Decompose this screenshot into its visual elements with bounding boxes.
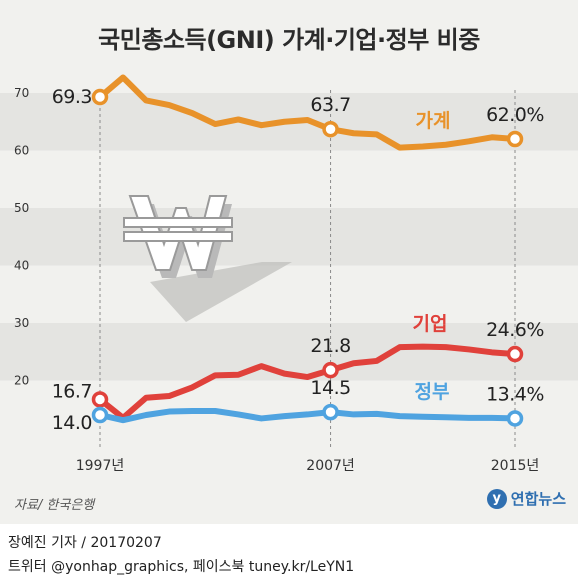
x-tick-label: 2007년 [306,458,355,474]
y-tick-label: 30 [14,316,29,330]
data-label: 69.3 [52,86,92,108]
series-name-label: 기업 [413,313,448,335]
data-label: 21.8 [310,335,350,357]
data-point [322,361,339,379]
data-label: 62.0% [486,104,544,126]
data-point [322,403,339,421]
x-tick-label: 1997년 [76,458,125,474]
y-tick-label: 20 [14,374,29,388]
logo-text: 연합뉴스 [510,490,566,508]
series-line-3 [97,407,518,424]
chart-title: 국민총소득(GNI) 가계·기업·정부 비중 [98,26,480,54]
series-name-label: 정부 [415,381,450,403]
y-tick-label: 40 [14,259,29,273]
data-point [91,406,109,424]
data-label: 16.7 [52,380,92,402]
data-label: 14.5 [310,377,350,399]
series-line-2 [97,343,518,421]
data-point [322,120,339,138]
footer-social: 트위터 @yonhap_graphics, 페이스북 tuney.kr/LeYN… [8,559,355,575]
data-point [91,391,109,408]
data-point [506,410,524,427]
yonhap-logo: y 연합뉴스 [486,488,566,509]
source-note: 자료/ 한국은행 [14,498,95,513]
grid-bands [0,93,578,381]
data-label: 24.6% [486,319,544,341]
data-point [506,130,524,148]
data-labels: 69.3 63.7 62.0% 16.7 21.8 24.6% 14.0 14.5 13.4% 가… [52,86,545,434]
series-lines [91,74,524,427]
yonhap-logo-icon: y [486,488,507,509]
data-point [506,345,524,363]
y-tick-label: 70 [14,86,29,100]
line-chart: 20 30 40 50 60 70 1997년 2007년 2015년 69.3 63.7 62.… [0,74,578,474]
y-tick-label: 50 [14,201,29,215]
x-tick-label: 2015년 [491,458,540,474]
won-coin-illustration [123,195,292,322]
data-label: 63.7 [310,94,350,116]
x-axis-ticks: 1997년 2007년 2015년 [76,458,540,474]
grid-band [0,208,578,266]
data-point [91,88,109,106]
data-label: 14.0 [52,412,92,434]
series-line-1 [97,74,518,151]
won-coin-shadow [150,262,292,322]
won-symbol-icon [123,195,233,278]
y-axis-ticks: 20 30 40 50 60 70 [14,86,29,388]
series-name-label: 가계 [416,110,451,132]
footer-credit: 장예진 기자 / 20170207 [8,535,162,551]
data-label: 13.4% [486,383,544,405]
y-tick-label: 60 [14,144,29,158]
